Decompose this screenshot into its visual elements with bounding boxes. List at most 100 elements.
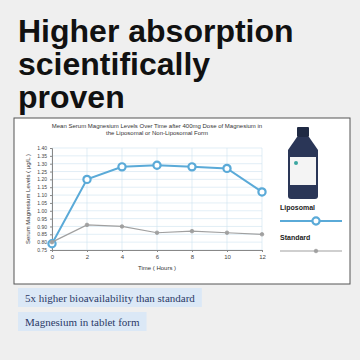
marker [85,223,89,227]
text-line: scientifically [18,46,210,82]
tick: 12 [259,250,266,260]
tick-mark [50,148,52,149]
legend-line [280,220,342,222]
caption-box [18,288,202,307]
tick-mark [50,164,52,165]
tick: 0.95 [37,216,52,222]
tick-label: 1.40 [37,145,47,151]
series-line [52,225,262,242]
caption: 5x higher bioavailability than standard [18,288,202,307]
tick: 8 [191,250,195,260]
tick-mark [50,187,52,188]
tick-label: 1.05 [37,200,47,206]
axis-line [53,251,263,253]
grid [52,148,262,250]
tick: 6 [156,250,160,260]
tick-mark [262,250,263,252]
caption: Magnesium in tablet form [18,312,147,331]
marker [188,163,195,170]
tick-mark [50,219,52,220]
chart-panel [14,118,350,284]
y-axis: 0.75 0.80 0.850.90 0.95 1.00 1.05 1.10 1.15 1.20… [37,145,52,253]
tick-mark [50,250,52,251]
marker [83,176,90,183]
tick-mark [50,156,52,157]
tick-label: 1.25 [37,169,47,175]
page: Higher absorptionscientificallyprovenMea… [0,0,360,360]
tick-mark [50,172,52,173]
series-line [52,165,262,243]
tick: 2 [86,250,90,260]
tick-label: 0.95 [37,216,47,222]
marker [223,165,230,172]
tick: 0.90 [37,224,52,230]
marker [258,188,265,195]
legend-label: Standard [280,234,310,241]
marker [190,229,194,233]
x-axis: 0 2 4 6 8 10 12 [51,250,267,260]
tick-mark [192,250,193,252]
tick-label: 6 [156,254,160,260]
text-line: the Liposomal or Non-Liposomal Form [106,130,208,136]
legend-marker [314,249,318,253]
text-line: Higher absorption [18,13,294,49]
tick-mark [87,250,88,252]
tick: 1.40 [37,145,52,151]
grid-line-x [87,148,88,250]
y-axis-title: Serum Magnesium Levels ( µg/L ) [25,154,31,244]
tick-mark [122,250,123,252]
tick-label: 1.15 [37,184,47,190]
marker [153,162,160,169]
tick: 1.15 [37,184,52,190]
tick: 1.25 [37,169,52,175]
tick: 0.85 [37,231,52,237]
legend-line [280,250,342,251]
tick-label: 0.80 [37,239,47,245]
marker [120,225,124,229]
marker [155,231,159,235]
tick-mark [50,226,52,227]
x-axis-title: Time ( Hours ) [138,265,176,271]
tick: 10 [224,250,231,260]
tick-label: 10 [224,254,231,260]
tick-label: 1.20 [37,176,47,182]
tick: 0 [51,250,55,260]
marker [225,231,229,235]
marker [118,163,125,170]
tick-label: 0.75 [37,247,47,253]
marker [260,233,264,237]
tick-label: 2 [86,254,90,260]
tick-label: 4 [121,254,125,260]
tick: 1.35 [37,153,52,159]
caption-text: Magnesium in tablet form [25,316,140,328]
bottle-body [288,137,318,199]
tick-label: 1.30 [37,161,47,167]
tick-label: 0.85 [37,231,47,237]
tick-mark [157,250,158,252]
tick-mark [50,195,52,196]
caption-text: 5x higher bioavailability than standard [25,292,195,304]
tick-label: 1.35 [37,153,47,159]
tick-mark [50,234,52,235]
tick: 0.75 [37,247,52,253]
tick-label: 1.10 [37,192,47,198]
chart-title: Mean Serum Magnesium Levels Over Time af… [52,123,262,136]
tick-mark [50,211,52,212]
marker [50,240,54,244]
legend-label: Liposomal [280,204,315,212]
tick-mark [227,250,228,252]
tick-label: 1.00 [37,208,47,214]
background [0,0,360,360]
legend-marker [312,217,319,224]
tick: 1.00 [37,208,52,214]
tick-mark [50,203,52,204]
plot-area [48,162,265,248]
tick-label: 8 [191,254,195,260]
tick: 1.05 [37,200,52,206]
legend: Liposomal Standard [280,204,342,253]
tick-label: 0 [51,254,55,260]
tick-label: 0.90 [37,224,47,230]
bottle-cap [297,127,309,137]
tick-mark [50,179,52,180]
tick-label: 12 [259,254,266,260]
